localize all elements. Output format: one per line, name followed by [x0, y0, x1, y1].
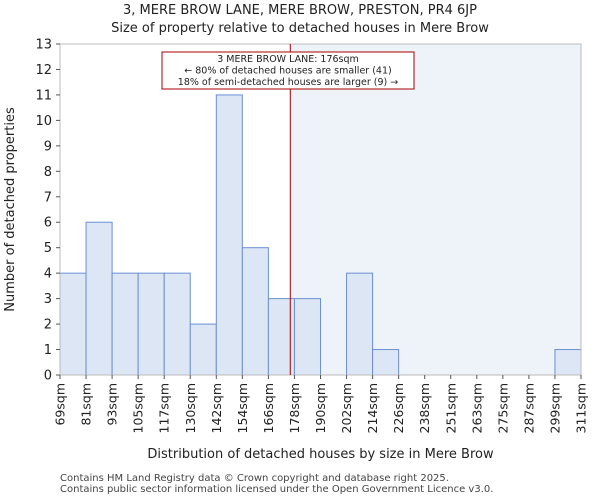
- x-tick-label: 214sqm: [365, 383, 380, 433]
- histogram-bar: [346, 272, 374, 376]
- y-axis-label: Number of detached properties: [3, 107, 18, 312]
- x-tick-label: 275sqm: [495, 383, 510, 433]
- annotation-box: [161, 51, 415, 90]
- x-tick-label: 130sqm: [183, 383, 198, 433]
- y-tick-label: 5: [44, 241, 52, 256]
- y-tick-label: 6: [44, 216, 52, 231]
- x-tick-label: 263sqm: [469, 383, 484, 433]
- histogram-bar: [59, 272, 87, 376]
- x-tick-label: 238sqm: [417, 383, 432, 433]
- x-tick-label: 69sqm: [53, 383, 68, 426]
- chart-subtitle: Size of property relative to detached ho…: [111, 21, 489, 36]
- y-tick-label: 9: [44, 139, 52, 154]
- histogram-bar: [293, 298, 322, 376]
- x-tick-label: 166sqm: [261, 383, 276, 433]
- y-tick-label: 1: [44, 343, 52, 358]
- histogram-bar: [215, 94, 243, 376]
- x-tick-label: 311sqm: [574, 383, 589, 433]
- y-tick-label: 12: [35, 63, 52, 78]
- x-tick-label: 81sqm: [79, 383, 94, 426]
- histogram-bar: [137, 272, 165, 376]
- x-tick-label: 202sqm: [339, 383, 354, 433]
- histogram-bar: [554, 349, 582, 376]
- y-tick-label: 13: [35, 38, 52, 53]
- y-tick-label: 4: [44, 267, 52, 282]
- histogram-bar: [163, 272, 191, 376]
- y-tick-label: 7: [44, 190, 52, 205]
- larger-region: [290, 44, 581, 375]
- x-tick-label: 117sqm: [157, 383, 172, 433]
- x-tick-label: 142sqm: [209, 383, 224, 433]
- chart-title: 3, MERE BROW LANE, MERE BROW, PRESTON, P…: [123, 3, 477, 18]
- x-tick-label: 154sqm: [235, 383, 250, 433]
- annotation-line: 18% of semi-detached houses are larger (…: [178, 77, 398, 88]
- footer-copyright: Contains HM Land Registry data © Crown c…: [60, 473, 449, 484]
- y-tick-label: 8: [44, 165, 52, 180]
- histogram-bar: [241, 247, 269, 376]
- y-tick-label: 3: [44, 292, 52, 307]
- histogram-bar: [372, 349, 400, 376]
- x-tick-label: 190sqm: [313, 383, 328, 433]
- annotation-line: ← 80% of detached houses are smaller (41…: [184, 66, 391, 77]
- histogram-bar: [111, 272, 139, 376]
- x-tick-label: 299sqm: [547, 383, 562, 433]
- footer-licence: Contains public sector information licen…: [60, 484, 494, 495]
- histogram-bar: [189, 323, 217, 376]
- x-axis-label: Distribution of detached houses by size …: [147, 447, 494, 462]
- x-tick-label: 251sqm: [443, 383, 458, 433]
- y-tick-label: 2: [44, 318, 52, 333]
- x-tick-label: 287sqm: [521, 383, 536, 433]
- x-tick-label: 178sqm: [287, 383, 302, 433]
- y-tick-label: 10: [35, 114, 52, 129]
- x-tick-label: 93sqm: [105, 383, 120, 426]
- annotation-line: 3 MERE BROW LANE: 176sqm: [217, 54, 359, 65]
- x-tick-label: 105sqm: [131, 383, 146, 433]
- x-tick-label: 226sqm: [391, 383, 406, 433]
- histogram-bar: [85, 221, 113, 376]
- y-tick-label: 11: [35, 88, 52, 103]
- y-tick-label: 0: [44, 369, 52, 384]
